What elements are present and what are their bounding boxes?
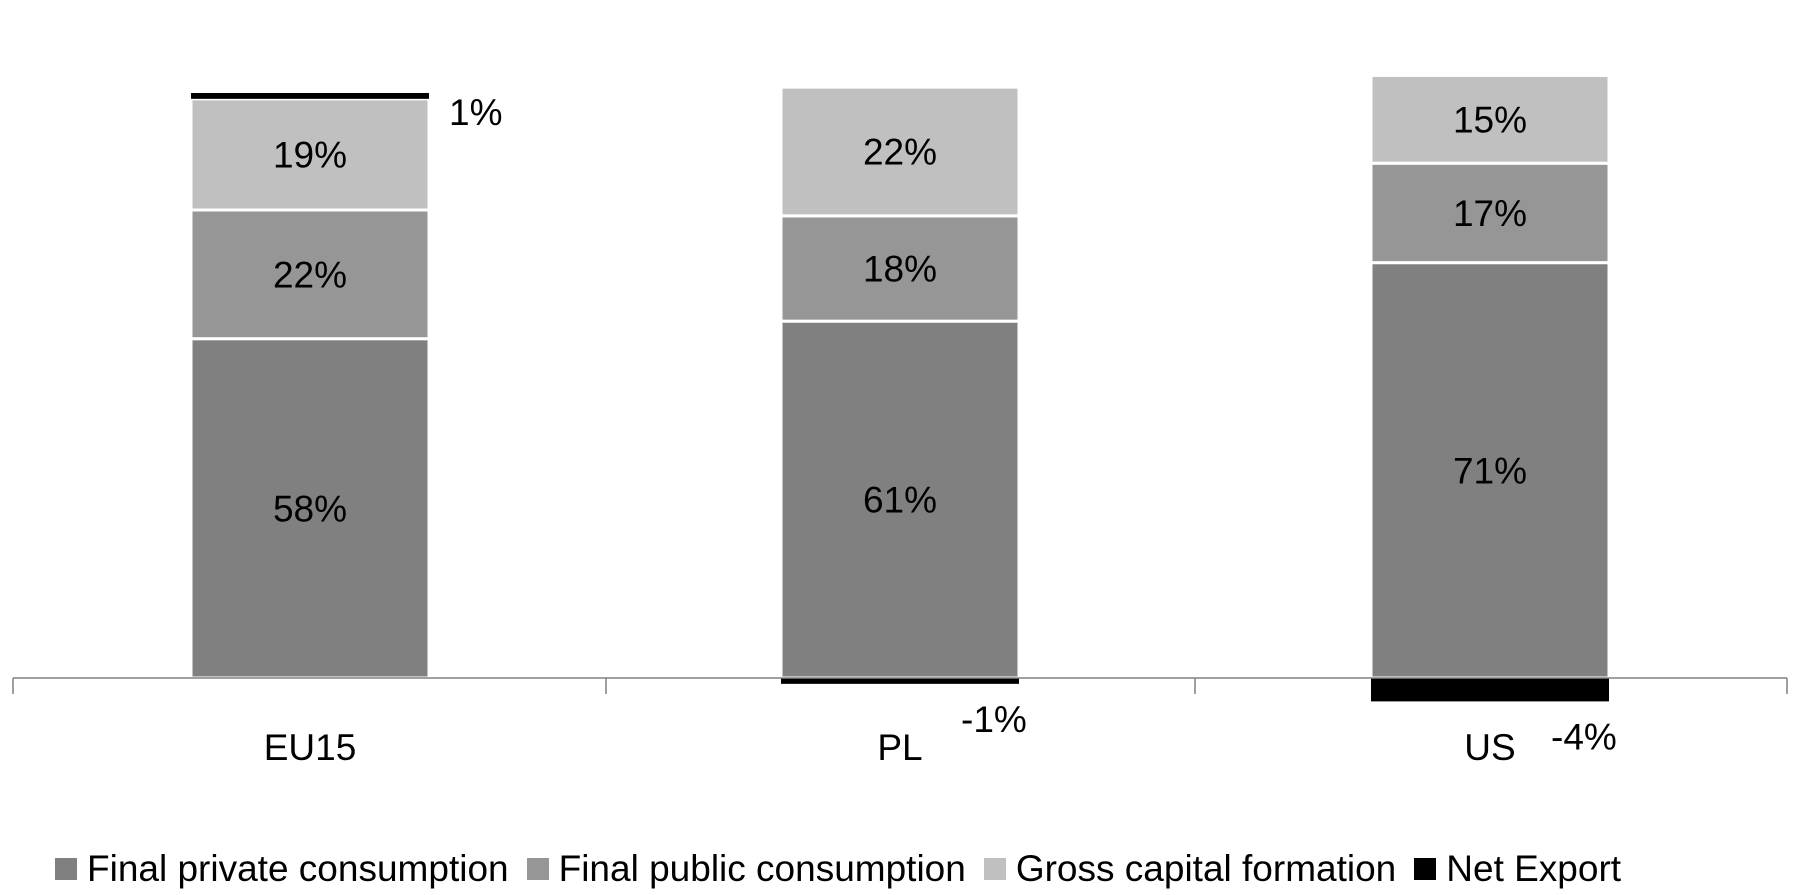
bar-segment — [189, 337, 431, 680]
bar-segment — [779, 85, 1021, 218]
data-label: 1% — [449, 92, 502, 133]
data-label: 17% — [1453, 193, 1527, 234]
data-label: 19% — [273, 134, 347, 175]
legend: Final private consumption Final public co… — [55, 848, 1639, 890]
data-label: 22% — [863, 132, 937, 173]
x-tick-label: EU15 — [264, 727, 357, 768]
legend-item: Final public consumption — [526, 848, 966, 890]
bars-group — [189, 73, 1611, 702]
legend-item: Final private consumption — [55, 848, 509, 890]
legend-label: Final private consumption — [87, 848, 509, 889]
x-tick-label: US — [1464, 727, 1515, 768]
data-label: -4% — [1551, 716, 1617, 757]
legend-label: Final public consumption — [558, 848, 966, 889]
legend-swatch — [1414, 858, 1437, 880]
bar-segment — [189, 208, 431, 341]
legend-item: Gross capital formation — [983, 848, 1397, 890]
data-label: 58% — [273, 488, 347, 529]
legend-swatch — [55, 858, 77, 880]
bar-segment — [781, 678, 1019, 684]
legend-label: Net Export — [1446, 848, 1622, 889]
bar-segment — [1369, 161, 1611, 265]
legend-swatch — [983, 858, 1006, 880]
legend-label: Gross capital formation — [1015, 848, 1397, 889]
legend-item: Net Export — [1414, 848, 1621, 890]
x-axis — [12, 677, 1788, 694]
x-tick-label: PL — [877, 727, 922, 768]
data-label: 71% — [1453, 450, 1527, 491]
data-label: 15% — [1453, 99, 1527, 140]
data-label: -1% — [961, 699, 1027, 740]
bar-segment — [191, 93, 429, 99]
data-label: 18% — [863, 249, 937, 290]
data-label: 61% — [863, 480, 937, 521]
data-labels-group: 58% 22% 19% 1% EU15 61% 18% 22% -1% PL 71% 17% 15% -4… — [264, 92, 1617, 768]
legend-swatch — [526, 858, 549, 880]
bar-segment — [1369, 73, 1611, 165]
bar-segment — [1371, 678, 1609, 702]
data-label: 22% — [273, 254, 347, 295]
